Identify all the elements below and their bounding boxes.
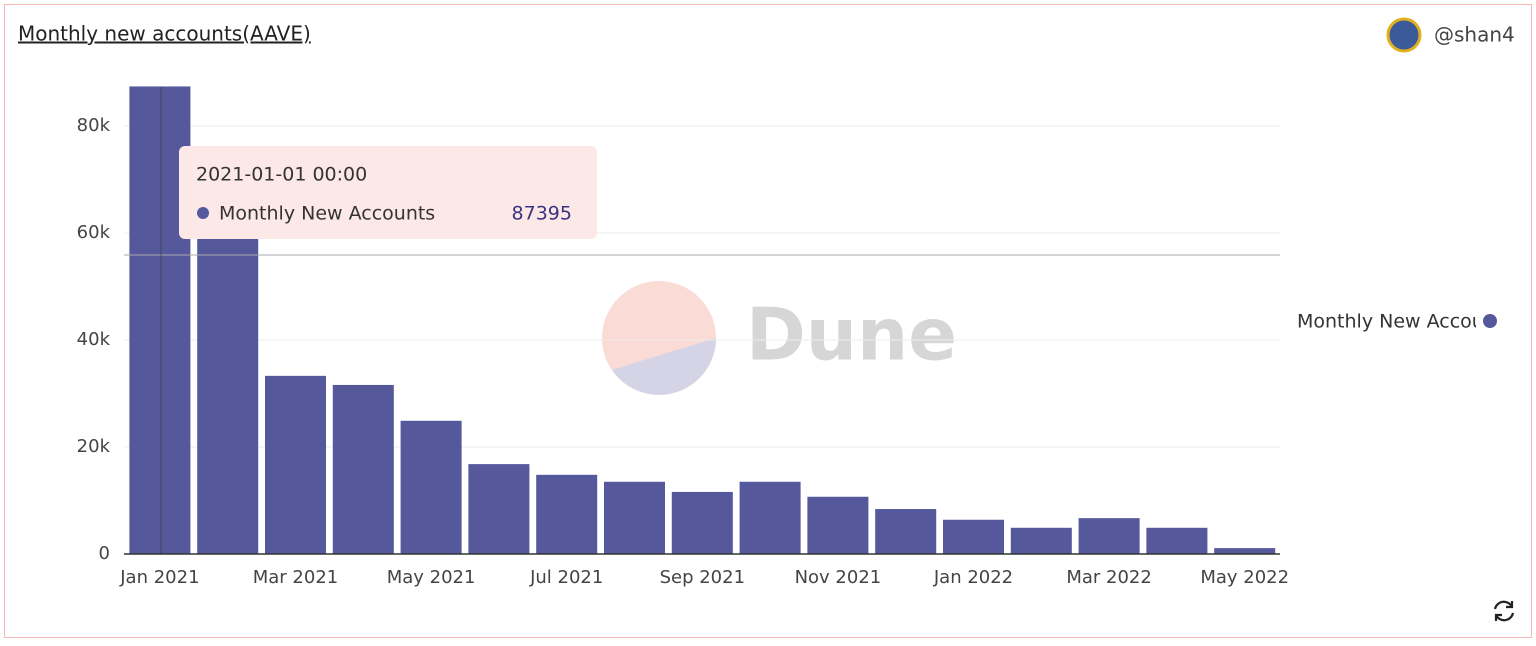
x-tick-label: Jul 2021 bbox=[529, 567, 603, 588]
tooltip-dot bbox=[197, 207, 209, 219]
bar bbox=[671, 491, 733, 554]
legend-marker[interactable] bbox=[1483, 314, 1497, 328]
bar bbox=[332, 384, 394, 554]
bar bbox=[1146, 527, 1208, 554]
tooltip-value: 87395 bbox=[512, 203, 572, 225]
x-tick-label: Jan 2021 bbox=[119, 567, 199, 588]
watermark-logo bbox=[602, 281, 716, 395]
y-tick-label: 40k bbox=[77, 329, 111, 350]
bar bbox=[264, 375, 327, 554]
chart-title[interactable]: Monthly new accounts(AAVE) bbox=[18, 22, 311, 46]
bar bbox=[739, 481, 801, 554]
bar bbox=[942, 519, 1005, 554]
tooltip: 2021-01-01 00:00 Monthly New Accounts 87… bbox=[179, 146, 597, 239]
x-tick-label: May 2021 bbox=[387, 567, 476, 588]
x-tick-label: Mar 2022 bbox=[1066, 567, 1152, 588]
bar bbox=[603, 481, 666, 554]
y-tick-label: 80k bbox=[77, 115, 111, 136]
bar bbox=[1010, 527, 1072, 554]
bar bbox=[1214, 548, 1276, 554]
bar bbox=[807, 496, 869, 554]
bar bbox=[875, 509, 937, 554]
author[interactable]: @shan4 bbox=[1434, 23, 1515, 47]
bar bbox=[468, 464, 530, 554]
x-tick-label: Mar 2021 bbox=[253, 567, 339, 588]
x-tick-label: Sep 2021 bbox=[660, 567, 745, 588]
avatar[interactable] bbox=[1386, 17, 1422, 53]
y-tick-label: 0 bbox=[99, 543, 110, 564]
refresh-icon[interactable] bbox=[1493, 600, 1515, 622]
bar bbox=[400, 420, 462, 554]
bar bbox=[1078, 518, 1140, 554]
x-tick-label: Jan 2022 bbox=[933, 567, 1013, 588]
x-tick-label: May 2022 bbox=[1200, 567, 1289, 588]
y-tick-label: 20k bbox=[77, 436, 111, 457]
watermark-text: Dune bbox=[746, 293, 957, 377]
x-tick-label: Nov 2021 bbox=[795, 567, 882, 588]
legend-label[interactable]: Monthly New Accounts bbox=[1297, 311, 1513, 333]
frame bbox=[4, 4, 1532, 638]
bar bbox=[197, 206, 259, 554]
tooltip-box bbox=[179, 146, 597, 239]
y-tick-label: 60k bbox=[77, 222, 111, 243]
bar bbox=[536, 474, 598, 554]
tooltip-series: Monthly New Accounts bbox=[219, 203, 435, 225]
tooltip-title: 2021-01-01 00:00 bbox=[196, 164, 367, 186]
